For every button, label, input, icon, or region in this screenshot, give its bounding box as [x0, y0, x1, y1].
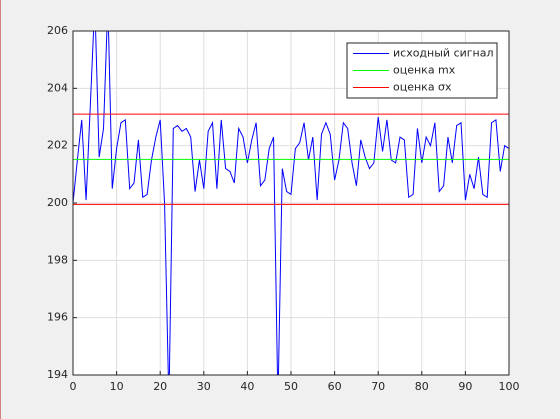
x-tick-label: 30 — [197, 380, 211, 393]
x-tick-label: 20 — [153, 380, 167, 393]
legend: исходный сигнал оценка mx оценка σx — [346, 42, 498, 99]
y-tick-label: 196 — [47, 311, 68, 324]
x-tick-label: 0 — [70, 380, 77, 393]
y-tick-label: 200 — [47, 196, 68, 209]
legend-label: исходный сигнал — [393, 47, 494, 60]
y-tick-label: 194 — [47, 368, 68, 381]
x-tick-label: 70 — [371, 380, 385, 393]
y-tick-label: 206 — [47, 24, 68, 37]
series-line — [73, 31, 509, 375]
plot-area — [73, 31, 509, 375]
x-tick-label: 100 — [499, 380, 520, 393]
y-tick-label: 204 — [47, 81, 68, 94]
x-tick-label: 10 — [110, 380, 124, 393]
legend-label: оценка σx — [393, 81, 452, 94]
x-tick-label: 80 — [415, 380, 429, 393]
legend-label: оценка mx — [393, 64, 456, 77]
ticks: 0 10 20 30 40 50 60 70 80 90 100 194 196 198 200 202 204… — [47, 24, 520, 393]
x-tick-label: 50 — [284, 380, 298, 393]
x-tick-label: 90 — [458, 380, 472, 393]
x-tick-label: 60 — [328, 380, 342, 393]
y-tick-label: 198 — [47, 253, 68, 266]
x-tick-label: 40 — [240, 380, 254, 393]
y-tick-label: 202 — [47, 139, 68, 152]
